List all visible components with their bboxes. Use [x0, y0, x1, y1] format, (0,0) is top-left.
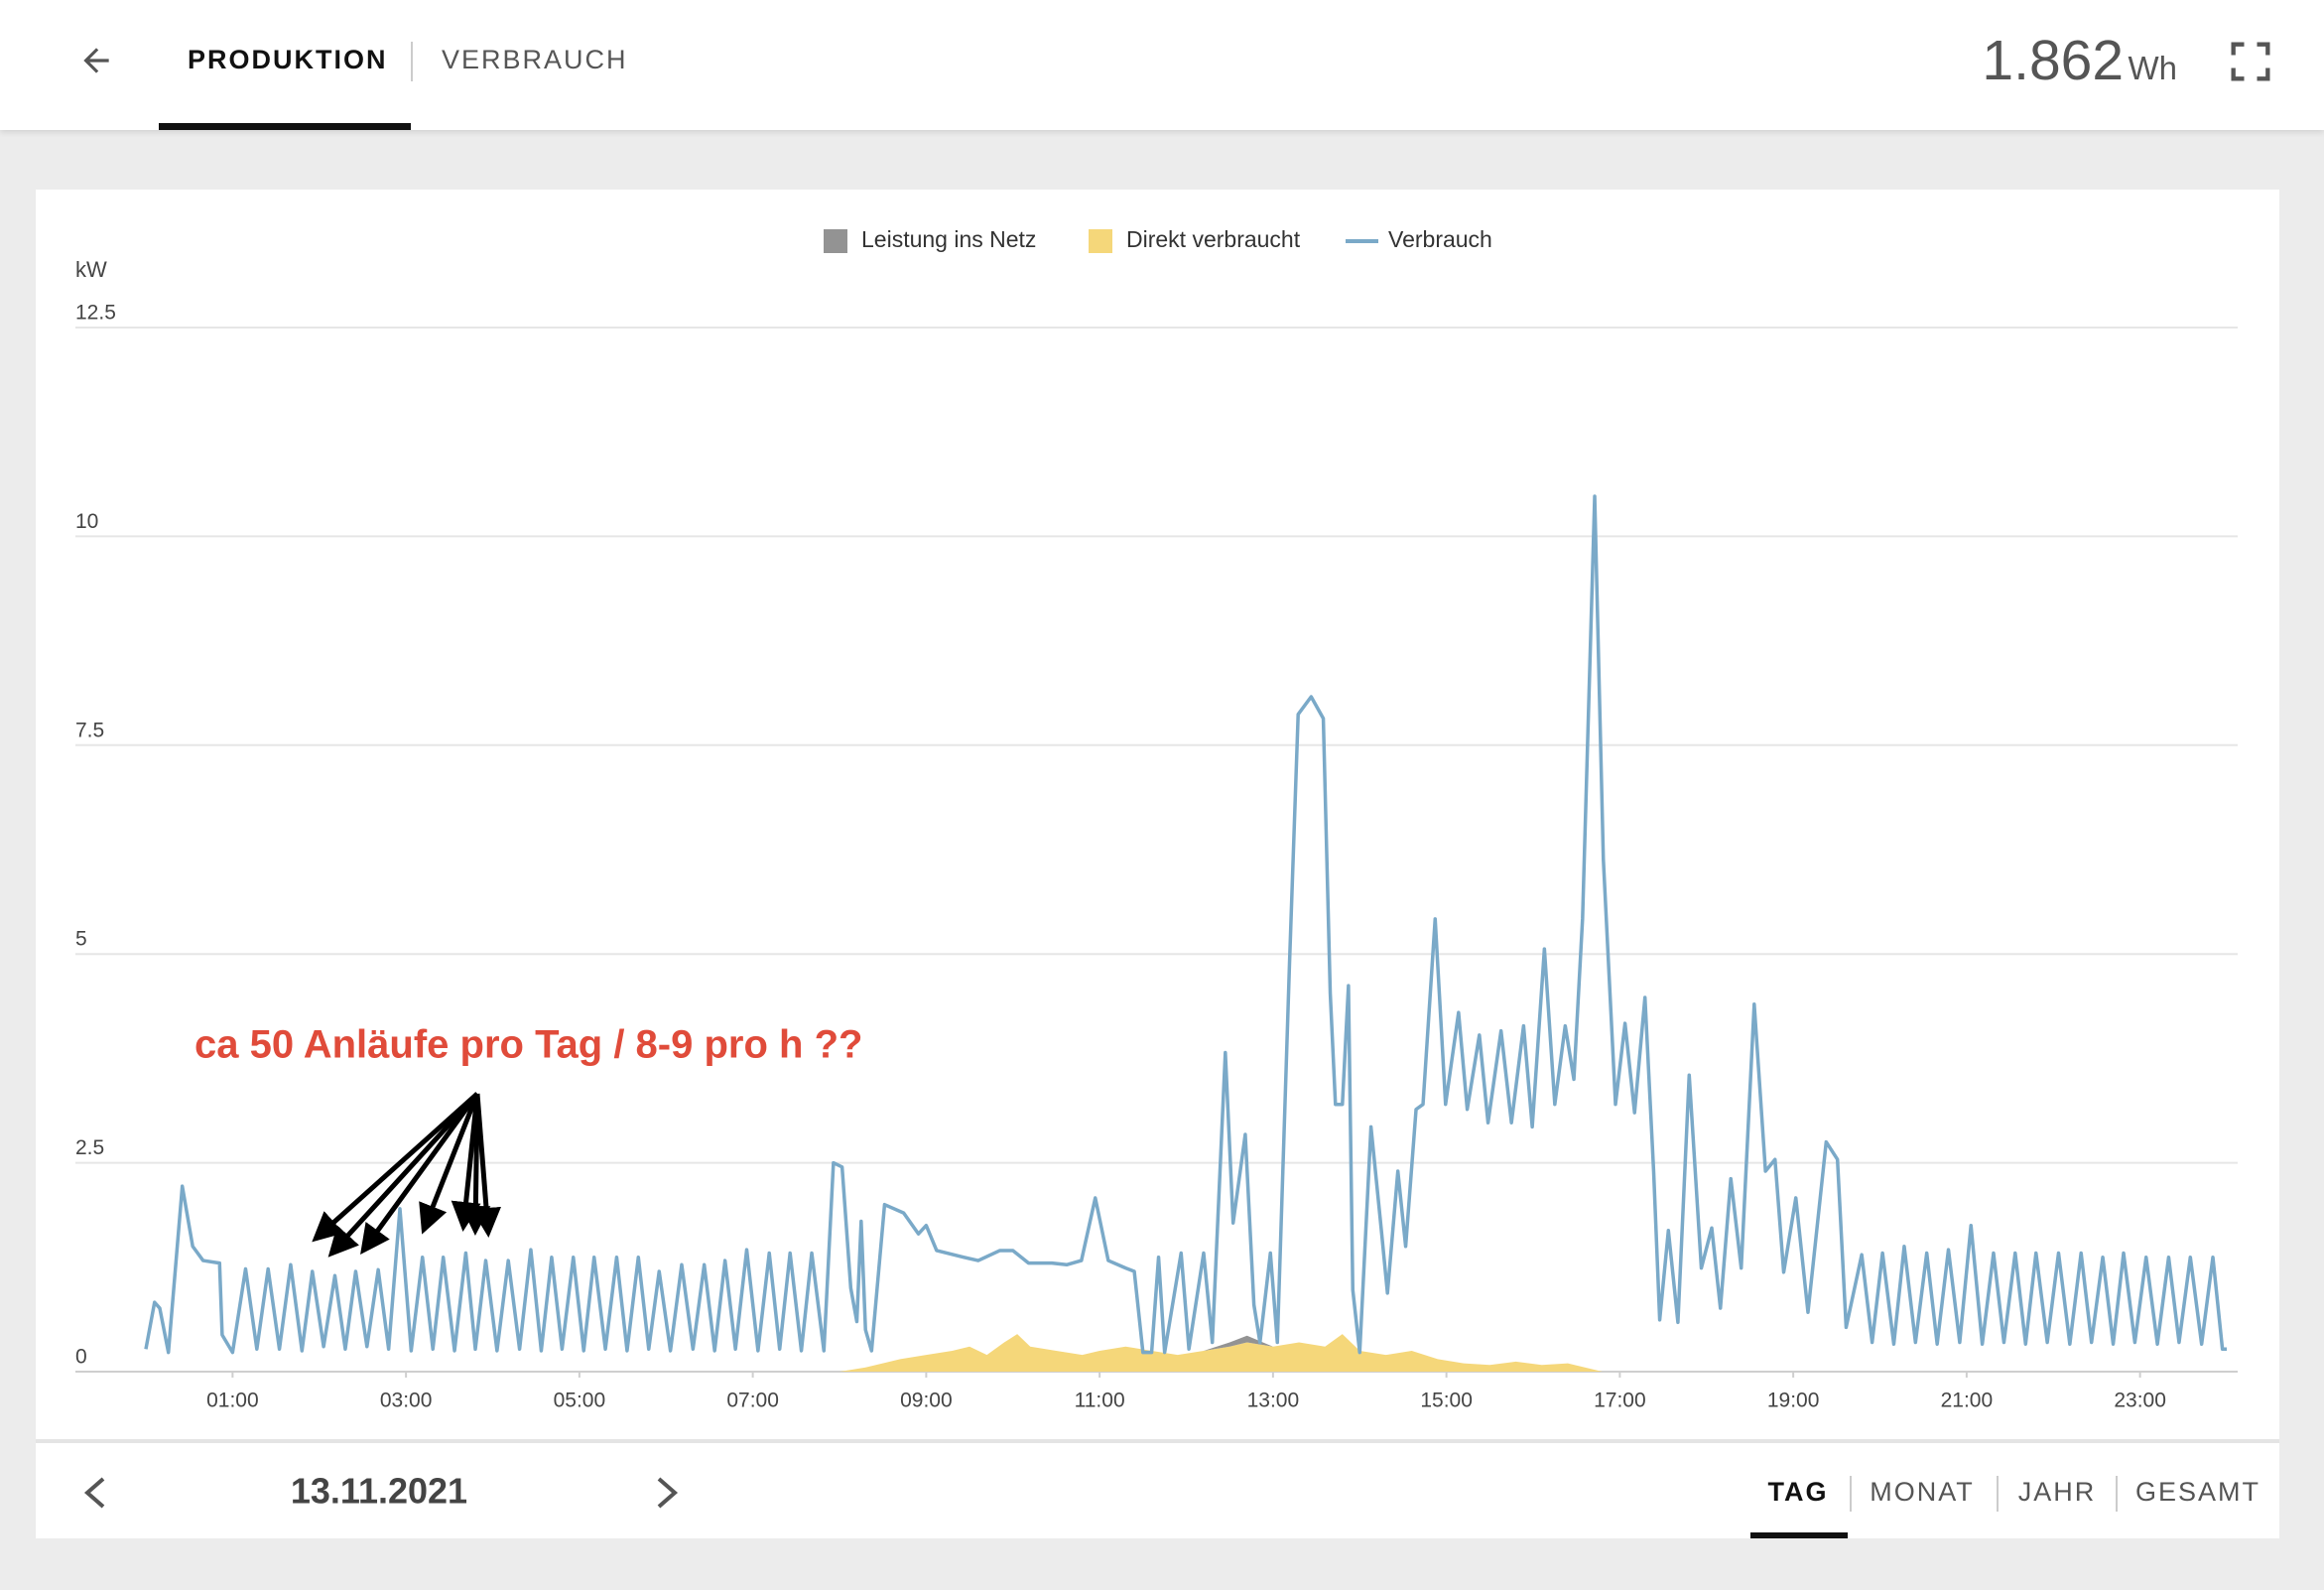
legend-label[interactable]: Leistung ins Netz — [861, 226, 1036, 252]
x-tick-label: 07:00 — [726, 1390, 779, 1412]
line — [144, 494, 2227, 1355]
y-tick-label: 7.5 — [75, 719, 104, 741]
separator — [411, 42, 413, 81]
area — [839, 1334, 1603, 1372]
card-background — [36, 190, 2279, 1538]
annotation: ca 50 Anläufe pro Tag / 8-9 pro h ?? — [194, 1023, 862, 1067]
legend-swatch — [1089, 229, 1112, 253]
annotation-arrows — [312, 1092, 501, 1258]
total-value: 1.862 — [1982, 29, 2125, 92]
x-tick-label: 15:00 — [1420, 1390, 1473, 1412]
period-tab[interactable]: TAG — [1768, 1477, 1829, 1507]
legend-label[interactable]: Direkt verbraucht — [1126, 226, 1301, 252]
next-day[interactable] — [657, 1477, 679, 1509]
chart-card: kW 0 2.5 5 7.5 10 12.5 01:00 03:00 05:00 07:00 09:… — [36, 190, 2279, 1538]
fullscreen-button[interactable] — [2225, 36, 2276, 87]
tab-indicator — [159, 123, 411, 130]
total: 1.862 Wh — [1982, 28, 2177, 93]
x-tick-label: 09:00 — [900, 1390, 953, 1412]
y-tick-label: 0 — [75, 1346, 87, 1369]
y-tick-label: 10 — [75, 510, 98, 533]
legend-label[interactable]: Verbrauch — [1388, 226, 1492, 252]
x-tick-label: 01:00 — [206, 1390, 259, 1412]
x-tick-label: 11:00 — [1075, 1390, 1125, 1412]
tab[interactable]: PRODUKTION — [188, 45, 388, 74]
period-tab[interactable]: JAHR — [2018, 1477, 2097, 1507]
x-tick-label: 05:00 — [554, 1390, 606, 1412]
total-unit: Wh — [2128, 50, 2178, 86]
header: PRODUKTION VERBRAUCH 1.862 Wh — [0, 0, 2324, 130]
date: 13.11.2021 — [291, 1471, 467, 1512]
x-tick-label: 19:00 — [1767, 1390, 1820, 1412]
period-tab[interactable]: GESAMT — [2135, 1477, 2260, 1507]
y-tick-label: 2.5 — [75, 1136, 104, 1159]
period-indicator — [1750, 1532, 1848, 1538]
x-tick-label: 21:00 — [1941, 1390, 1994, 1412]
x-tick-label: 23:00 — [2114, 1390, 2166, 1412]
back-button[interactable] — [77, 42, 115, 79]
y-axis-label: kW — [75, 257, 107, 282]
period-tab[interactable]: MONAT — [1870, 1477, 1975, 1507]
x-tick-label: 13:00 — [1247, 1390, 1300, 1412]
x-tick-label: 17:00 — [1594, 1390, 1646, 1412]
legend-swatch — [824, 229, 847, 253]
tab[interactable]: VERBRAUCH — [442, 45, 628, 74]
y-tick-label: 5 — [75, 928, 87, 951]
prev-day[interactable] — [83, 1477, 105, 1509]
x-tick-label: 03:00 — [380, 1390, 433, 1412]
y-tick-label: 12.5 — [75, 302, 116, 325]
